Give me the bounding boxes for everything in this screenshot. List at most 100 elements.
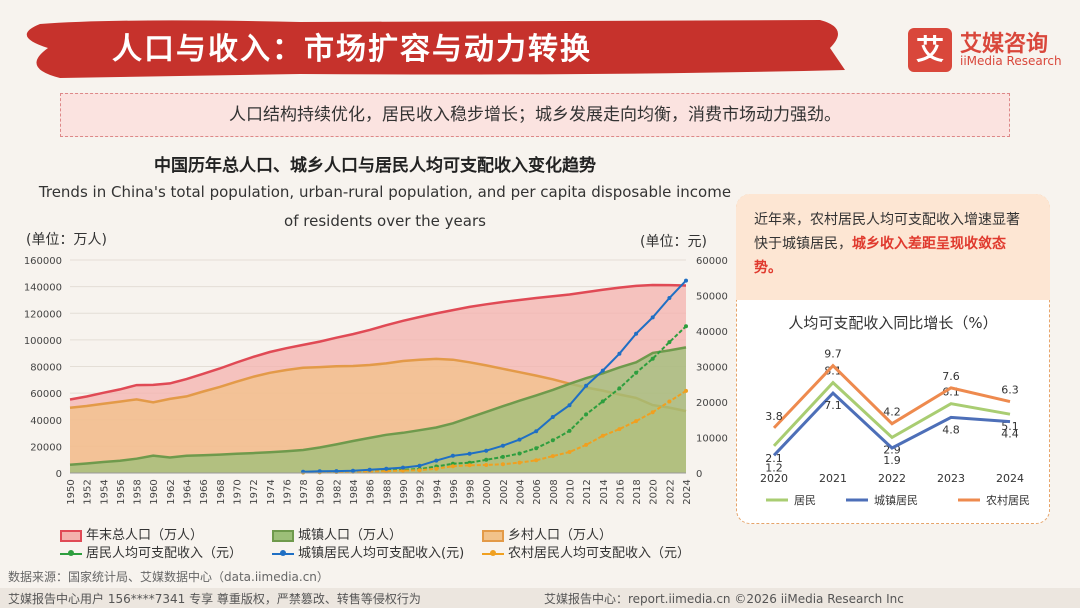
growth-x-tick: 2021 bbox=[819, 472, 847, 485]
left-axis-tick: 120000 bbox=[24, 309, 62, 320]
x-axis-tick: 1990 bbox=[399, 479, 410, 504]
point-rural_income bbox=[634, 419, 639, 424]
x-axis-tick: 1996 bbox=[449, 479, 460, 504]
growth-data-label: 7.1 bbox=[824, 399, 842, 412]
x-axis-tick: 1976 bbox=[282, 479, 293, 504]
growth-chart-title: 人均可支配收入同比增长（%） bbox=[788, 314, 998, 332]
point-rural_income bbox=[534, 458, 539, 463]
point-rural_income bbox=[584, 442, 589, 447]
point-urban_income bbox=[667, 296, 672, 300]
growth-line-mini_rural bbox=[772, 363, 1011, 429]
x-axis-tick: 1992 bbox=[416, 479, 427, 504]
growth-data-label: 2.1 bbox=[765, 452, 783, 465]
point-rural_income bbox=[550, 454, 555, 459]
point-urban_income bbox=[534, 429, 539, 434]
x-axis-tick: 1972 bbox=[249, 479, 260, 504]
left-axis-tick: 160000 bbox=[24, 256, 62, 267]
point-urban_income bbox=[484, 448, 489, 453]
point-urban_income bbox=[567, 403, 572, 408]
brand-logo: 艾 艾媒咨询 iiMedia Research bbox=[908, 26, 1062, 76]
point-urban_income bbox=[517, 437, 522, 442]
x-axis-tick: 2002 bbox=[499, 479, 510, 504]
growth-data-label: 1.2 bbox=[765, 461, 783, 474]
x-axis-tick: 2016 bbox=[615, 479, 626, 504]
point-urban_income bbox=[634, 331, 639, 336]
point-rural_income bbox=[484, 463, 489, 467]
x-axis-tick: 1978 bbox=[299, 479, 310, 504]
x-axis-tick: 1958 bbox=[133, 479, 144, 504]
point-rural_income bbox=[517, 460, 522, 465]
x-axis-tick: 2020 bbox=[649, 479, 660, 504]
point-resident_income bbox=[484, 457, 489, 462]
logo-mark-icon: 艾 bbox=[908, 28, 952, 72]
legend-label: 农村居民人均可支配收入（元） bbox=[508, 546, 691, 561]
left-axis-tick: 0 bbox=[56, 469, 62, 480]
line-urban-population bbox=[69, 346, 687, 467]
legend-urban-population: 城镇人口（万人） bbox=[272, 524, 402, 543]
x-axis-tick: 1998 bbox=[466, 479, 477, 504]
x-axis-tick: 1950 bbox=[66, 479, 77, 504]
chart-title: 中国历年总人口、城乡人口与居民人均可支配收入变化趋势 bbox=[154, 156, 596, 176]
x-axis-tick: 1986 bbox=[366, 479, 377, 504]
growth-data-label: 4.8 bbox=[942, 423, 960, 436]
point-resident_income bbox=[550, 438, 555, 443]
line-rural_income bbox=[303, 390, 687, 474]
point-urban_income bbox=[500, 443, 505, 448]
x-axis-tick: 1956 bbox=[116, 479, 127, 504]
point-urban_income bbox=[684, 278, 688, 283]
growth-legend-label: 城镇居民 bbox=[874, 493, 918, 507]
right-axis-tick: 50000 bbox=[696, 292, 728, 303]
x-axis-tick: 2000 bbox=[482, 479, 493, 504]
area-urban-population bbox=[70, 347, 686, 473]
growth-x-tick: 2020 bbox=[760, 472, 788, 485]
x-axis-tick: 2006 bbox=[532, 479, 543, 504]
x-axis-tick: 1994 bbox=[432, 479, 443, 504]
x-axis-tick: 2012 bbox=[582, 479, 593, 504]
point-rural_income bbox=[650, 410, 655, 415]
growth-x-tick: 2024 bbox=[996, 472, 1024, 485]
growth-data-label: 8.1 bbox=[824, 365, 842, 378]
x-axis-tick: 1974 bbox=[266, 479, 277, 504]
point-urban_income bbox=[417, 463, 422, 468]
population-income-chart: 0200004000060000800001000001200001400001… bbox=[24, 256, 728, 505]
point-urban_income bbox=[401, 465, 405, 470]
growth-legend-label: 农村居民 bbox=[986, 493, 1030, 507]
point-rural_income bbox=[417, 468, 422, 473]
right-axis-tick: 10000 bbox=[696, 434, 728, 445]
x-axis-tick: 1988 bbox=[382, 479, 393, 504]
x-axis-tick: 2018 bbox=[632, 479, 643, 504]
right-axis-tick: 0 bbox=[696, 469, 702, 480]
legend-rural-income: 农村居民人均可支配收入（元） bbox=[482, 542, 690, 561]
x-axis-tick: 1982 bbox=[332, 479, 343, 504]
right-axis-tick: 30000 bbox=[696, 363, 728, 374]
legend-swatch bbox=[272, 529, 294, 542]
x-axis-tick: 1970 bbox=[232, 479, 243, 504]
x-axis-tick: 2024 bbox=[682, 479, 693, 504]
legend-rural-population: 乡村人口（万人） bbox=[482, 524, 612, 543]
point-resident_income bbox=[600, 399, 605, 404]
right-axis-tick: 60000 bbox=[696, 256, 728, 267]
growth-line-mini_resident bbox=[772, 380, 1011, 447]
x-axis-tick: 1960 bbox=[149, 479, 160, 504]
logo-text-cn: 艾媒咨询 bbox=[960, 32, 1049, 57]
point-resident_income bbox=[584, 412, 589, 417]
legend-total-population: 年末总人口（万人） bbox=[60, 524, 203, 543]
point-urban_income bbox=[317, 469, 322, 474]
line-urban_income bbox=[303, 279, 687, 473]
point-resident_income bbox=[684, 324, 688, 329]
left-axis-tick: 40000 bbox=[30, 416, 62, 427]
point-urban_income bbox=[367, 467, 372, 472]
legend-swatch bbox=[60, 529, 82, 542]
point-resident_income bbox=[534, 446, 539, 451]
growth-data-label: 5.1 bbox=[1001, 420, 1019, 433]
x-axis-tick: 1966 bbox=[199, 479, 210, 504]
banner-brush-stroke bbox=[26, 20, 845, 78]
point-rural_income bbox=[434, 466, 439, 471]
point-urban_income bbox=[550, 415, 555, 419]
point-resident_income bbox=[567, 428, 572, 433]
logo-text-en: iiMedia Research bbox=[960, 54, 1062, 68]
point-urban_income bbox=[351, 468, 355, 473]
legend-urban-income: 城镇居民人均可支配收入(元) bbox=[272, 542, 464, 561]
data-source: 数据来源：国家统计局、艾媒数据中心（data.iimedia.cn） bbox=[8, 570, 329, 584]
point-rural_income bbox=[684, 388, 688, 393]
